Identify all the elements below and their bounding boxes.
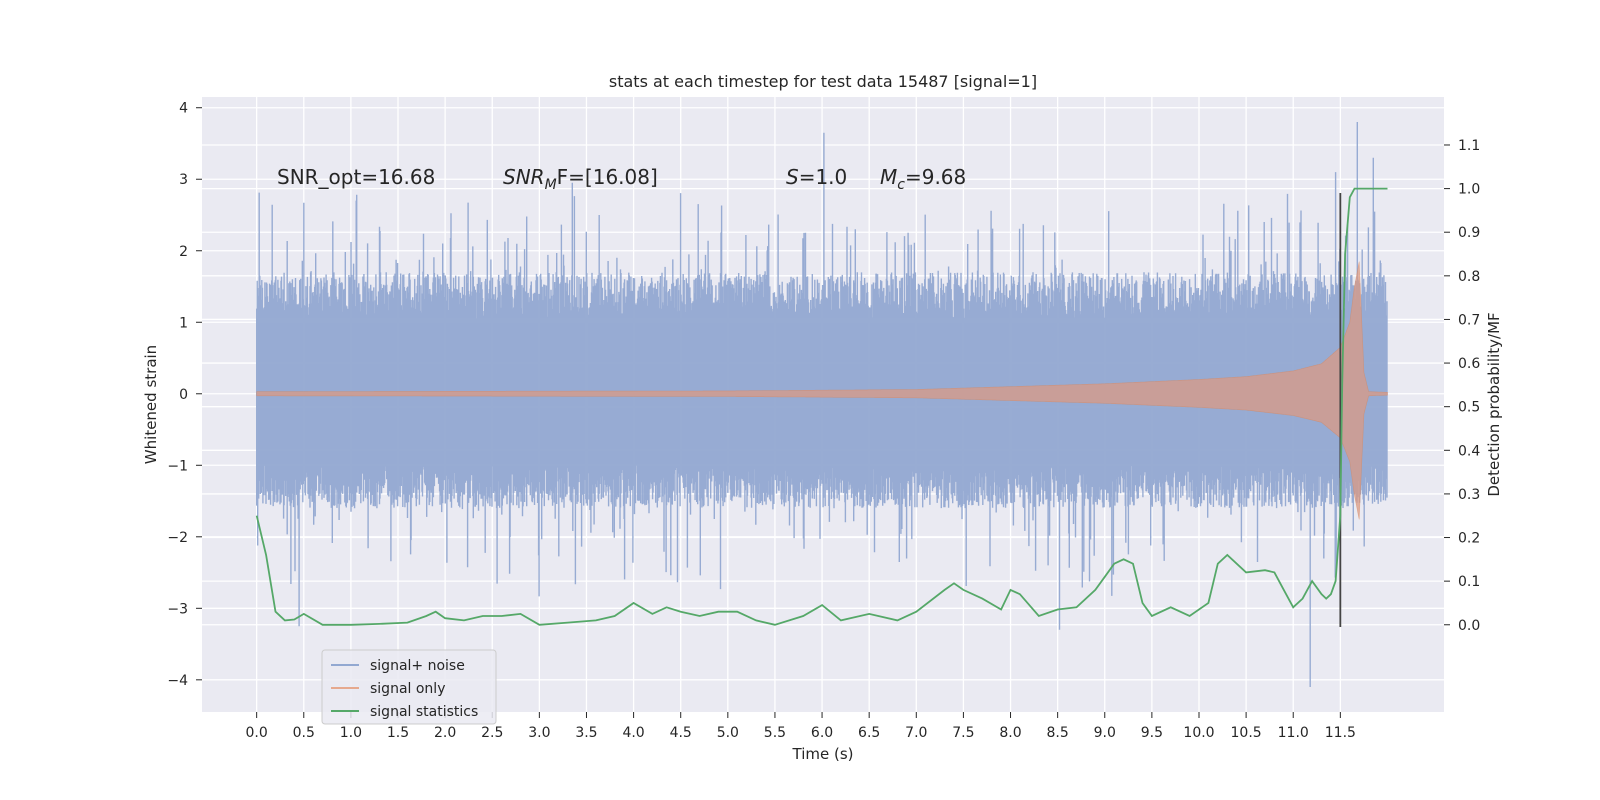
data-layer: [255, 122, 1388, 687]
y-tick-label-left: −2: [167, 530, 188, 546]
y-tick-label-left: −3: [167, 601, 188, 617]
chart-title: stats at each timestep for test data 154…: [609, 72, 1037, 91]
legend: signal+ noise signal only signal statistic…: [321, 649, 497, 725]
x-tick-label: 2.0: [434, 725, 456, 741]
x-tick-label: 1.5: [387, 725, 409, 741]
y-tick-label-right: 0.8: [1458, 269, 1480, 285]
x-tick-label: 0.5: [293, 725, 315, 741]
series-signal-statistics: [255, 187, 1388, 626]
annotation-mc: Mc=9.68: [880, 165, 966, 193]
y-tick-label-right: 0.1: [1458, 574, 1480, 590]
annotation-s-rest: =1.0: [799, 165, 848, 189]
y-tick-label-left: −4: [167, 673, 188, 689]
y-tick-label-left: 1: [179, 315, 188, 331]
annotation-snr-opt: SNR_opt=16.68: [277, 165, 435, 189]
x-tick-label: 11.0: [1278, 725, 1309, 741]
y-tick-label-right: 0.4: [1458, 443, 1480, 459]
y-axis-label-left: Whitened strain: [142, 345, 160, 464]
y-tick-label-right: 0.6: [1458, 356, 1480, 372]
legend-label: signal+ noise: [370, 658, 465, 674]
x-tick-label: 10.0: [1183, 725, 1214, 741]
x-tick-label: 0.0: [246, 725, 268, 741]
x-tick-label: 4.0: [622, 725, 644, 741]
x-tick-label: 7.5: [952, 725, 974, 741]
y-tick-label-left: 3: [179, 172, 188, 188]
annotation-snr-mf-sub: M: [545, 177, 557, 193]
annotation-s-var: S: [786, 165, 799, 189]
annotation-snr-mf: SNRMF=[16.08]: [503, 165, 658, 193]
annotation-snr-mf-main: SNR: [503, 165, 545, 189]
x-tick-label: 9.5: [1141, 725, 1163, 741]
y-tick-label-right: 0.5: [1458, 400, 1480, 416]
y-tick-label-right: 1.0: [1458, 182, 1480, 198]
y-tick-label-left: 4: [179, 101, 188, 117]
x-tick-label: 4.5: [670, 725, 692, 741]
x-tick-label: 6.0: [811, 725, 833, 741]
y-axis-label-right: Detection probability/MF: [1485, 312, 1503, 496]
x-tick-label: 7.0: [905, 725, 927, 741]
legend-label: signal statistics: [370, 704, 478, 720]
x-tick-label: 11.5: [1325, 725, 1356, 741]
x-tick-label: 2.5: [481, 725, 503, 741]
annotation-mc-rest: =9.68: [905, 165, 966, 189]
x-tick-label: 6.5: [858, 725, 880, 741]
y-tick-label-left: −1: [167, 458, 188, 474]
y-tick-label-right: 1.1: [1458, 138, 1480, 154]
legend-box: [321, 649, 497, 725]
ticks: 0.0 0.5 1.0 1.5 2.0 2.5 3.0 3.5 4.0 4.5 5.0 5.5 6.0 6…: [167, 101, 1480, 741]
legend-label: signal only: [370, 681, 445, 697]
annotation-mc-sub: c: [897, 177, 905, 193]
y-tick-label-right: 0.7: [1458, 312, 1480, 328]
y-tick-label-right: 0.9: [1458, 225, 1480, 241]
x-tick-label: 8.0: [999, 725, 1021, 741]
x-tick-label: 10.5: [1231, 725, 1262, 741]
x-tick-label: 8.5: [1047, 725, 1069, 741]
x-tick-label: 3.5: [575, 725, 597, 741]
series-signal-only: [256, 261, 1388, 520]
x-tick-label: 9.0: [1094, 725, 1116, 741]
y-tick-label-right: 0.2: [1458, 531, 1480, 547]
annotation-s: S=1.0: [786, 165, 847, 189]
annotation-mc-var: M: [880, 165, 897, 189]
y-tick-label-left: 0: [179, 387, 188, 403]
x-tick-label: 3.0: [528, 725, 550, 741]
x-axis-label: Time (s): [792, 745, 854, 763]
x-tick-label: 1.0: [340, 725, 362, 741]
y-tick-label-right: 0.0: [1458, 618, 1480, 634]
x-tick-label: 5.0: [717, 725, 739, 741]
annotations: SNR_opt=16.68 SNRMF=[16.08] S=1.0 Mc=9.6…: [277, 165, 966, 193]
y-tick-label-left: 2: [179, 244, 188, 260]
x-tick-label: 5.5: [764, 725, 786, 741]
y-tick-label-right: 0.3: [1458, 487, 1480, 503]
annotation-snr-mf-rest: F=[16.08]: [557, 165, 658, 189]
